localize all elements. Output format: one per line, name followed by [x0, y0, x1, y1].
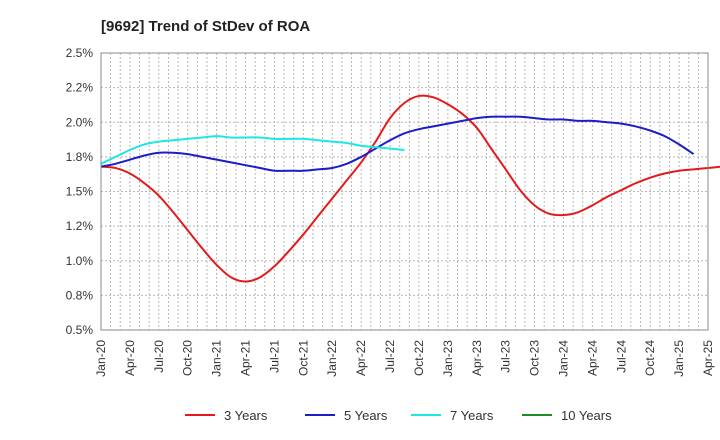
x-tick-label: Apr-23 — [470, 340, 484, 376]
series-line-3-years — [100, 94, 720, 283]
y-tick-label: 0.8% — [66, 288, 94, 302]
x-tick-label: Jul-20 — [152, 340, 166, 373]
chart-title: [9692] Trend of StDev of ROA — [101, 18, 310, 35]
y-tick-label: 1.2% — [66, 219, 94, 233]
y-tick-label: 2.0% — [66, 115, 94, 129]
y-axis: 0.5% 0.8% 1.0% 1.2% 1.5% 1.8% 2.0% 2.2% 2.5% — [66, 46, 94, 337]
x-tick-label: Oct-20 — [181, 340, 195, 376]
series-layer — [100, 94, 720, 283]
y-tick-label: 1.5% — [66, 185, 94, 199]
x-tick-label: Jan-22 — [325, 340, 339, 377]
legend: 3 Years 5 Years 7 Years 10 Years — [185, 408, 612, 423]
x-tick-label: Jan-20 — [94, 340, 108, 377]
legend-label: 10 Years — [561, 408, 612, 423]
y-tick-label: 1.0% — [66, 254, 94, 268]
x-tick-label: Oct-24 — [643, 340, 657, 376]
x-tick-label: Apr-20 — [123, 340, 137, 376]
x-tick-label: Jul-23 — [499, 340, 513, 373]
x-tick-label: Jan-24 — [556, 340, 570, 377]
y-tick-label: 2.2% — [66, 81, 94, 95]
x-tick-label: Jul-21 — [267, 340, 281, 373]
x-tick-label: Oct-21 — [296, 340, 310, 376]
x-tick-label: Jul-22 — [383, 340, 397, 373]
y-tick-label: 2.5% — [66, 46, 94, 60]
y-tick-label: 1.8% — [66, 150, 94, 164]
x-tick-label: Oct-23 — [528, 340, 542, 376]
x-tick-label: Jan-23 — [441, 340, 455, 377]
x-tick-label: Jan-21 — [210, 340, 224, 377]
series-line-7-years — [100, 135, 405, 165]
x-tick-label: Apr-25 — [701, 340, 715, 376]
x-tick-label: Jan-25 — [672, 340, 686, 377]
x-tick-label: Jul-24 — [614, 340, 628, 373]
x-axis: Jan-20 Apr-20 Jul-20 Oct-20 Jan-21 Apr-21 Jul-… — [94, 340, 715, 377]
series-line-5-years — [100, 115, 695, 172]
x-tick-label: Apr-22 — [354, 340, 368, 376]
y-tick-label: 0.5% — [66, 323, 94, 337]
plot-border — [100, 52, 709, 331]
legend-label: 7 Years — [450, 408, 494, 423]
x-tick-label: Apr-21 — [239, 340, 253, 376]
x-tick-label: Oct-22 — [412, 340, 426, 376]
x-tick-label: Apr-24 — [585, 340, 599, 376]
legend-label: 5 Years — [344, 408, 388, 423]
legend-label: 3 Years — [224, 408, 268, 423]
